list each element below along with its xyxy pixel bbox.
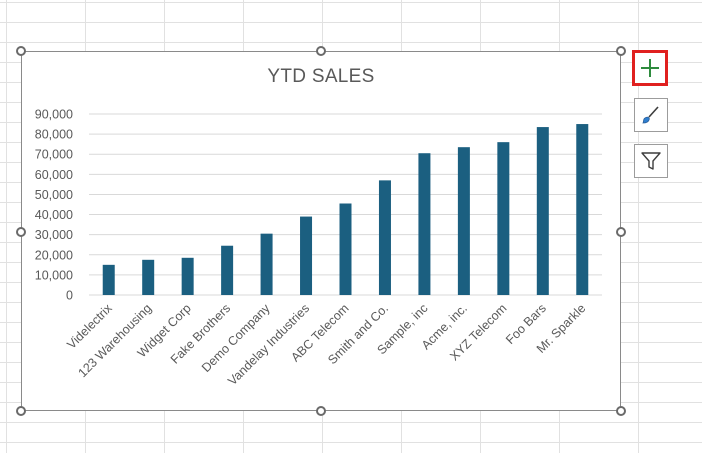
bar[interactable] (418, 153, 431, 295)
chart-area[interactable]: YTD SALES 0 10,000 20,000 30,000 40,000 50,00… (21, 51, 621, 411)
chart-elements-button[interactable] (632, 50, 668, 86)
x-category-label: Demo Company (199, 301, 273, 375)
filter-icon (641, 152, 661, 170)
chart-title[interactable]: YTD SALES (267, 66, 375, 87)
resize-handle-middle-left[interactable] (16, 227, 26, 237)
y-tick-label: 60,000 (35, 168, 73, 182)
plus-icon (641, 59, 659, 77)
y-tick-label: 20,000 (35, 248, 73, 262)
bar[interactable] (142, 259, 155, 295)
bar[interactable] (300, 216, 313, 295)
y-tick-label: 40,000 (35, 208, 73, 222)
x-category-label: 123 Warehousing (75, 301, 154, 380)
bar[interactable] (102, 264, 115, 295)
y-tick-label: 30,000 (35, 228, 73, 242)
y-tick-label: 50,000 (35, 188, 73, 202)
bar[interactable] (457, 147, 470, 295)
resize-handle-top-center[interactable] (316, 46, 326, 56)
bar[interactable] (260, 233, 273, 295)
resize-handle-top-right[interactable] (616, 46, 626, 56)
y-tick-label: 0 (66, 289, 73, 303)
resize-handle-bottom-left[interactable] (16, 406, 26, 416)
bar[interactable] (181, 257, 194, 295)
y-tick-label: 10,000 (35, 268, 73, 282)
bar[interactable] (221, 245, 234, 295)
y-tick-label: 70,000 (35, 148, 73, 162)
resize-handle-middle-right[interactable] (616, 227, 626, 237)
resize-handle-bottom-center[interactable] (316, 406, 326, 416)
resize-handle-top-left[interactable] (16, 46, 26, 56)
bar[interactable] (339, 203, 352, 295)
chart-styles-button[interactable] (634, 98, 668, 132)
bar[interactable] (536, 127, 549, 295)
y-tick-label: 90,000 (35, 108, 73, 122)
brush-icon (642, 106, 659, 124)
bar[interactable] (378, 180, 391, 295)
resize-handle-bottom-right[interactable] (616, 406, 626, 416)
bar[interactable] (497, 142, 510, 295)
bar[interactable] (576, 124, 589, 295)
chart-plot[interactable]: 0 10,000 20,000 30,000 40,000 50,000 60,000 70,… (22, 52, 622, 412)
chart-filters-button[interactable] (634, 144, 668, 178)
y-tick-label: 80,000 (35, 128, 73, 142)
